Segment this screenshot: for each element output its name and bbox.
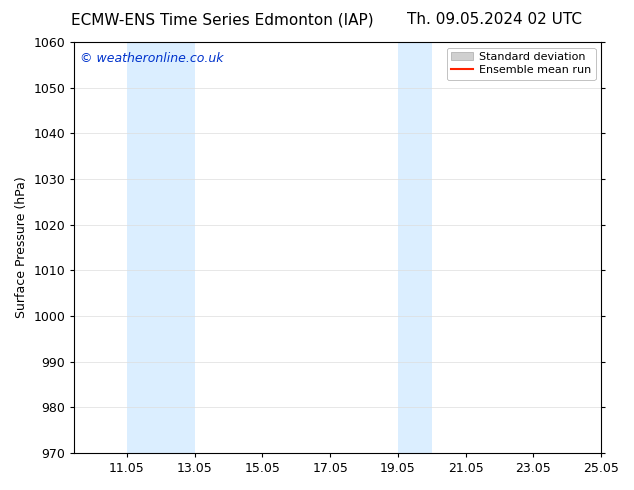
Y-axis label: Surface Pressure (hPa): Surface Pressure (hPa) (15, 176, 28, 318)
Text: © weatheronline.co.uk: © weatheronline.co.uk (80, 52, 223, 65)
Text: ECMW-ENS Time Series Edmonton (IAP): ECMW-ENS Time Series Edmonton (IAP) (70, 12, 373, 27)
Bar (127, 42, 195, 453)
Bar (398, 42, 432, 453)
Legend: Standard deviation, Ensemble mean run: Standard deviation, Ensemble mean run (446, 48, 595, 80)
Text: Th. 09.05.2024 02 UTC: Th. 09.05.2024 02 UTC (407, 12, 582, 27)
